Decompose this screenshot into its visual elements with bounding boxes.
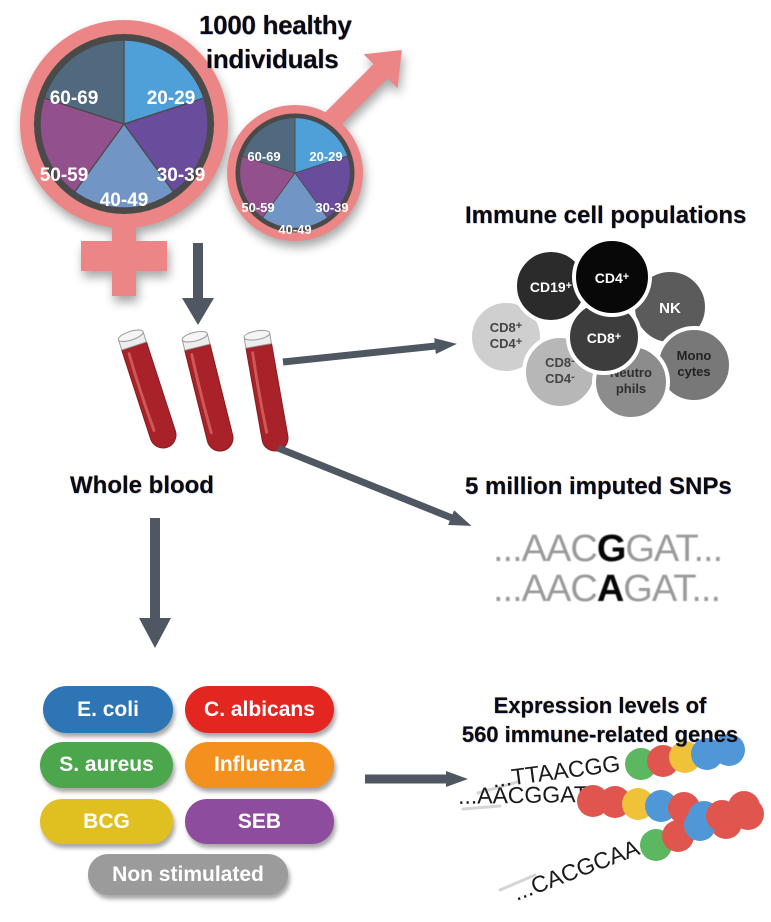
svg-text:30-39: 30-39 — [315, 200, 348, 215]
svg-text:20-29: 20-29 — [309, 149, 342, 164]
svg-text:50-59: 50-59 — [241, 200, 274, 215]
svg-text:60-69: 60-69 — [247, 149, 280, 164]
svg-text:40-49: 40-49 — [278, 222, 311, 237]
